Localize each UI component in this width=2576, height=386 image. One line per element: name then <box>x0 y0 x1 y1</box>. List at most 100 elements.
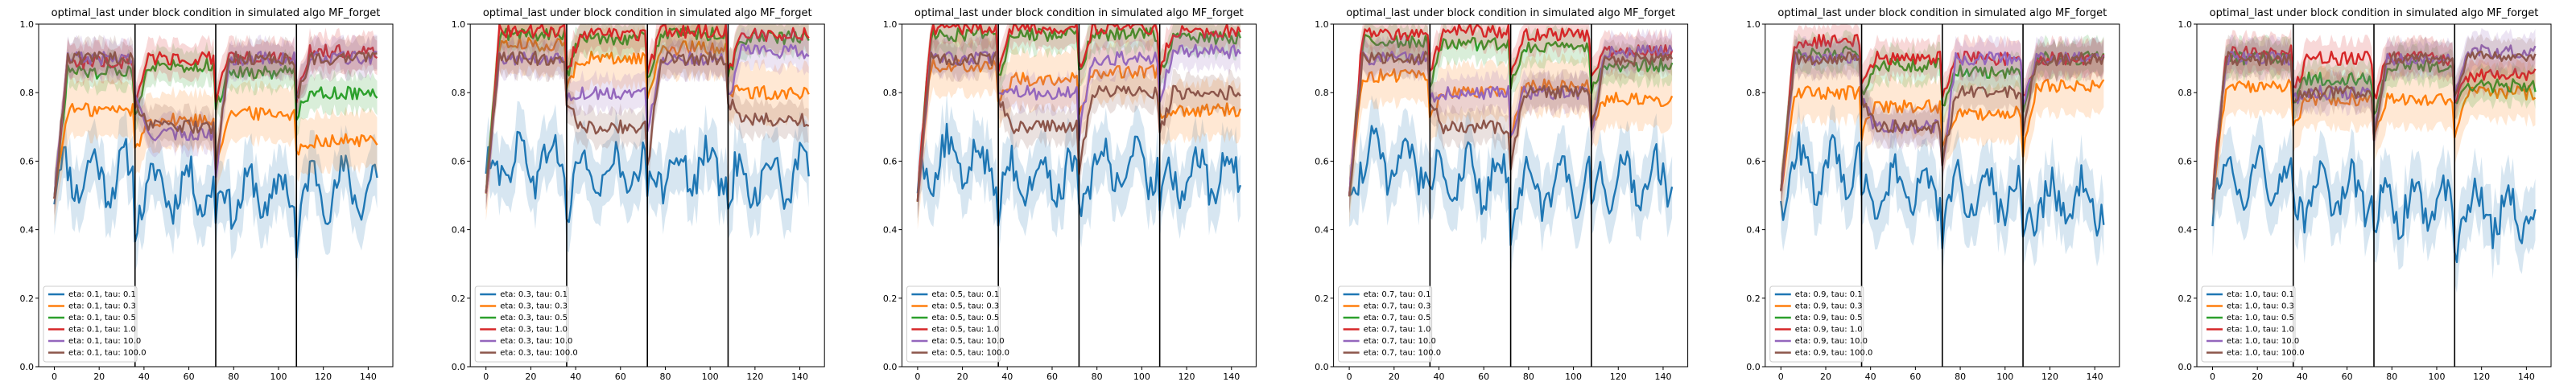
axes-frame <box>2196 23 2552 368</box>
legend: eta: 0.1, tau: 0.1 eta: 0.1, tau: 0.3 eta:… <box>43 285 147 363</box>
chart-panel-1: optimal_last under block condition in si… <box>20 7 394 382</box>
legend-entry-1: eta: 0.3, tau: 0.1 <box>500 290 568 299</box>
x-tick-label: 100 <box>2428 372 2445 382</box>
legend-entry-4: eta: 0.7, tau: 1.0 <box>1364 326 1431 335</box>
legend-entry-6: eta: 0.1, tau: 100.0 <box>68 349 147 358</box>
series-band-5 <box>917 27 1241 219</box>
legend-entry-6: eta: 0.3, tau: 100.0 <box>500 349 578 358</box>
legend-entry-4: eta: 1.0, tau: 1.0 <box>2227 326 2294 335</box>
x-tick-label: 60 <box>2342 372 2353 382</box>
x-tick-label: 80 <box>1092 372 1103 382</box>
y-tick-label: 0.2 <box>1315 294 1329 304</box>
legend-entry-5: eta: 0.5, tau: 10.0 <box>931 337 1004 346</box>
legend-entry-5: eta: 1.0, tau: 10.0 <box>2227 337 2299 346</box>
y-tick-label: 0.2 <box>883 294 898 304</box>
series-band-4 <box>54 27 378 216</box>
chart-title: optimal_last under block condition in si… <box>52 7 381 19</box>
legend-entry-4: eta: 0.5, tau: 1.0 <box>931 326 999 335</box>
y-tick-label: 0.8 <box>2178 88 2193 98</box>
x-tick-label: 20 <box>93 372 105 382</box>
x-tick-label: 20 <box>2252 372 2263 382</box>
legend-entry-2: eta: 0.1, tau: 0.3 <box>68 302 136 311</box>
y-tick-label: 0.6 <box>1315 156 1329 166</box>
legend: eta: 0.9, tau: 0.1 eta: 0.9, tau: 0.3 eta:… <box>1769 285 1872 363</box>
legend-entry-2: eta: 0.7, tau: 0.3 <box>1364 302 1431 311</box>
axes-frame <box>1765 23 2120 368</box>
y-tick-label: 0.0 <box>1315 362 1329 372</box>
x-tick-label: 120 <box>1179 372 1195 382</box>
x-tick-label: 60 <box>184 372 195 382</box>
x-tick-label: 20 <box>957 372 968 382</box>
y-tick-label: 1.0 <box>883 19 898 30</box>
legend-entry-1: eta: 0.1, tau: 0.1 <box>68 290 136 299</box>
y-tick-label: 0.0 <box>2178 362 2193 372</box>
x-tick-label: 0 <box>1347 372 1352 382</box>
y-tick-label: 0.2 <box>1746 294 1761 304</box>
chart-title: optimal_last under block condition in si… <box>483 7 812 19</box>
x-tick-label: 40 <box>138 372 150 382</box>
axes-frame <box>38 23 394 368</box>
legend: eta: 1.0, tau: 0.1 eta: 1.0, tau: 0.3 eta:… <box>2201 285 2305 363</box>
chart-title: optimal_last under block condition in si… <box>914 7 1244 19</box>
legend-entry-2: eta: 0.3, tau: 0.3 <box>500 302 568 311</box>
chart-title: optimal_last under block condition in si… <box>2210 7 2539 19</box>
y-tick-label: 0.2 <box>20 294 35 304</box>
x-tick-label: 20 <box>1820 372 1831 382</box>
y-tick-label: 0.0 <box>452 362 466 372</box>
y-tick-label: 0.8 <box>883 88 898 98</box>
axes-frame <box>1333 23 1689 368</box>
x-tick-label: 120 <box>2473 372 2490 382</box>
y-tick-label: 0.6 <box>883 156 898 166</box>
x-tick-label: 140 <box>791 372 808 382</box>
legend-box <box>474 285 569 363</box>
legend-entry-6: eta: 0.7, tau: 100.0 <box>1364 349 1442 358</box>
y-tick-label: 0.4 <box>2178 225 2193 236</box>
x-tick-label: 40 <box>570 372 581 382</box>
x-tick-label: 0 <box>52 372 57 382</box>
y-tick-label: 0.4 <box>452 225 466 236</box>
legend-box <box>906 285 1001 363</box>
legend-entry-6: eta: 0.5, tau: 100.0 <box>931 349 1009 358</box>
x-tick-label: 40 <box>1865 372 1876 382</box>
legend-entry-1: eta: 0.9, tau: 0.1 <box>1795 290 1863 299</box>
chart-panel-6: optimal_last under block condition in si… <box>2178 7 2552 382</box>
legend-box <box>43 285 138 363</box>
legend-entry-6: eta: 1.0, tau: 100.0 <box>2227 349 2305 358</box>
series-band-5 <box>2212 27 2536 216</box>
y-tick-label: 0.6 <box>2178 156 2193 166</box>
axes-frame <box>469 23 825 368</box>
x-tick-label: 80 <box>1955 372 1966 382</box>
x-tick-label: 100 <box>270 372 287 382</box>
y-tick-label: 0.8 <box>1746 88 1761 98</box>
y-tick-label: 0.4 <box>883 225 898 236</box>
x-tick-label: 80 <box>1523 372 1534 382</box>
x-tick-label: 80 <box>2386 372 2397 382</box>
x-tick-label: 40 <box>1001 372 1013 382</box>
x-tick-label: 140 <box>360 372 377 382</box>
chart-panel-5: optimal_last under block condition in si… <box>1746 7 2120 382</box>
x-tick-label: 0 <box>2210 372 2215 382</box>
legend-entry-1: eta: 1.0, tau: 0.1 <box>2227 290 2294 299</box>
y-tick-label: 1.0 <box>20 19 35 30</box>
x-tick-label: 100 <box>1133 372 1150 382</box>
x-tick-label: 120 <box>315 372 332 382</box>
y-tick-label: 0.4 <box>1315 225 1329 236</box>
legend-entry-1: eta: 0.7, tau: 0.1 <box>1364 290 1431 299</box>
legend-entry-4: eta: 0.3, tau: 1.0 <box>500 326 568 335</box>
x-tick-label: 0 <box>483 372 489 382</box>
legend-entry-2: eta: 1.0, tau: 0.3 <box>2227 302 2294 311</box>
legend-entry-3: eta: 0.7, tau: 0.5 <box>1364 314 1431 322</box>
legend: eta: 0.5, tau: 0.1 eta: 0.5, tau: 0.3 eta:… <box>906 285 1009 363</box>
x-tick-label: 0 <box>1778 372 1784 382</box>
legend-entry-5: eta: 0.9, tau: 10.0 <box>1795 337 1868 346</box>
legend-box <box>2201 285 2296 363</box>
x-tick-label: 140 <box>2087 372 2103 382</box>
legend: eta: 0.7, tau: 0.1 eta: 0.7, tau: 0.3 eta:… <box>1338 285 1442 363</box>
axes-frame <box>901 23 1257 368</box>
chart-panel-2: optimal_last under block condition in si… <box>452 7 825 382</box>
legend-entry-2: eta: 0.9, tau: 0.3 <box>1795 302 1863 311</box>
y-tick-label: 0.0 <box>1746 362 1761 372</box>
x-tick-label: 140 <box>1223 372 1240 382</box>
chart-panel-4: optimal_last under block condition in si… <box>1315 7 1689 382</box>
chart-title: optimal_last under block condition in si… <box>1346 7 1675 19</box>
